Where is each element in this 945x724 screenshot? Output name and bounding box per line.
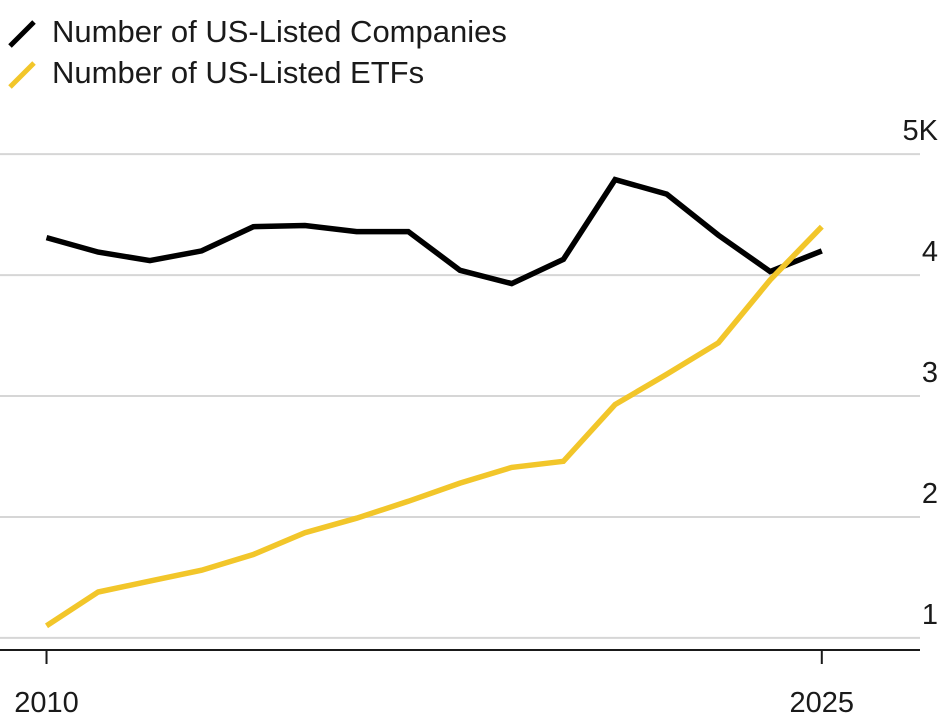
x-tick-label: 2025 — [790, 687, 855, 719]
legend-swatch-etfs — [8, 61, 36, 89]
legend-swatch-companies — [8, 20, 36, 48]
series-lines — [44, 176, 824, 629]
gridlines — [0, 153, 920, 639]
y-tick-label: 3 — [922, 357, 938, 389]
x-tick-label: 2010 — [14, 687, 79, 719]
y-tick-label: 5K — [903, 115, 939, 147]
y-tick-label: 2 — [922, 478, 938, 510]
y-tick-label: 1 — [922, 599, 938, 631]
etfs-line — [44, 224, 824, 629]
legend: Number of US-Listed Companies Number of … — [8, 14, 507, 90]
companies-line — [45, 176, 823, 287]
y-axis-tick-labels: 1 2 3 4 5K — [903, 115, 939, 631]
legend-item-companies: Number of US-Listed Companies — [8, 14, 507, 49]
y-tick-label: 4 — [922, 236, 938, 268]
legend-item-etfs: Number of US-Listed ETFs — [8, 55, 424, 90]
legend-label-etfs: Number of US-Listed ETFs — [52, 55, 424, 90]
legend-label-companies: Number of US-Listed Companies — [52, 14, 507, 49]
x-axis-tick-labels: 2010 2025 — [14, 687, 854, 719]
x-axis — [0, 649, 920, 664]
